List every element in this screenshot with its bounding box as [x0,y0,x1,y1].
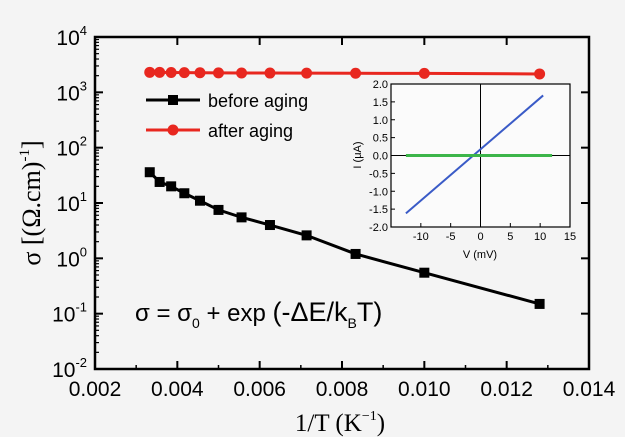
inset-x-tick-label: -5 [446,231,456,243]
inset-y-tick-label: -1.0 [369,186,388,198]
formula-sub-0: 0 [192,315,200,331]
inset-series [405,94,553,215]
data-point-before-aging [213,204,224,215]
y-tick-label: 10-1 [52,300,87,327]
data-point-after-aging [154,66,166,78]
main-axes: 0.002 0.004 0.006 0.008 0.010 0.012 0.01410-21… [52,23,616,401]
inset-x-axis-title: V (mV) [463,249,497,261]
inset-y-tick-label: -1.5 [369,204,388,216]
data-point-before-aging [419,267,430,278]
data-point-after-aging [144,66,156,78]
data-point-after-aging [350,67,362,79]
y-tick-label-base: 10 [52,359,75,382]
y-tick-label-base: 10 [56,193,79,216]
data-point-before-aging [166,181,177,192]
y-axis-title-text: σ [(Ω.cm) [17,162,46,266]
y-tick-label: 103 [56,78,87,105]
formula-part-2: + exp [200,300,273,327]
data-point-before-aging [194,195,205,206]
data-point-before-aging [301,230,312,241]
legend-label-before-aging: before aging [208,91,308,111]
x-axis-title-sup: −1 [362,409,377,424]
x-tick-label: 0.006 [233,378,286,401]
y-tick-label: 104 [56,23,87,50]
y-axis-title: σ [(Ω.cm)-1] [17,140,46,265]
inset-x-tick-label: 5 [507,231,513,243]
x-tick-label: 0.008 [316,378,369,401]
data-point-before-aging [534,298,545,309]
data-point-after-aging [165,67,177,79]
y-axis-title-sup: -1 [17,149,33,162]
inset-y-tick-label: 1.0 [373,115,388,127]
data-point-after-aging [264,67,276,79]
inset-x-tick-label: -10 [413,231,429,243]
inset-y-tick-label: 1.5 [373,97,388,109]
y-tick-label-base: 10 [56,248,79,271]
data-point-after-aging [418,67,430,79]
x-tick-label: 0.004 [151,378,204,401]
legend-label-after-aging: after aging [208,121,293,141]
y-tick-label-exponent: -1 [75,300,87,315]
inset-y-tick-label: -2.0 [369,222,388,234]
y-tick-label-exponent: 3 [80,78,87,93]
x-axis-title: 1/T (K−1) [295,409,385,437]
y-tick-label-exponent: 1 [80,189,87,204]
x-tick-label: 0.002 [69,378,122,401]
inset-y-tick-label: 2.0 [373,79,388,91]
y-tick-label-exponent: 2 [80,134,87,149]
inset-chart: -10 -5 0 5 10 15 -2.0 -1.5 -1.0 -0.5 0.0 0.5 1.0 1.5 2… [352,79,576,261]
inset-y-tick-label: -0.5 [369,168,388,180]
data-point-after-aging [194,67,206,79]
formula-part-4: T) [357,297,382,327]
y-tick-label: 101 [56,189,87,216]
data-point-before-aging [154,176,165,187]
x-tick-label: 0.014 [563,378,616,401]
y-tick-label-exponent: 4 [80,23,87,38]
y-tick-label-base: 10 [56,138,79,161]
legend: before aging after aging [146,91,308,141]
data-point-after-aging [213,67,224,79]
data-point-before-aging [179,188,190,199]
formula-sub-b: B [348,315,357,331]
data-point-before-aging [144,167,155,178]
data-point-after-aging [301,67,313,79]
series-line-after-aging [149,70,540,76]
y-tick-label-base: 10 [56,27,79,50]
y-tick-label-base: 10 [52,304,75,327]
inset-y-tick-label: 0.0 [373,151,388,163]
data-point-after-aging [236,67,248,79]
y-tick-label-exponent: 0 [80,244,87,259]
x-axis-title-close: ) [377,410,385,437]
inset-y-axis-title: I (μA) [352,141,364,168]
data-point-before-aging [264,220,275,231]
data-point-before-aging [350,248,361,259]
inset-y-tick-label: 0.5 [373,133,388,145]
y-tick-label-base: 10 [56,82,79,105]
data-point-after-aging [178,67,190,79]
x-tick-label: 0.010 [398,378,451,401]
inset-x-tick-label: 10 [534,231,546,243]
y-tick-label: 10-2 [52,355,87,382]
y-tick-label-exponent: -2 [75,355,87,370]
main-series [144,66,546,309]
y-tick-label: 102 [56,134,87,161]
y-axis-title-close: ] [17,140,46,149]
formula-annotation: σ = σ0 + exp (-ΔE/kBT) [135,297,382,331]
legend-marker-before-aging [168,95,178,105]
formula-part-3: (-ΔE/k [273,297,349,327]
formula-part-1: σ = σ [135,300,192,327]
x-tick-label: 0.012 [480,378,533,401]
legend-marker-after-aging [167,124,179,136]
inset-x-tick-label: 0 [477,231,483,243]
inset-x-tick-label: 15 [564,231,576,243]
data-point-before-aging [236,212,247,223]
x-axis-title-text: 1/T (K [295,410,362,437]
data-point-after-aging [534,68,546,80]
y-tick-label: 100 [56,244,87,271]
